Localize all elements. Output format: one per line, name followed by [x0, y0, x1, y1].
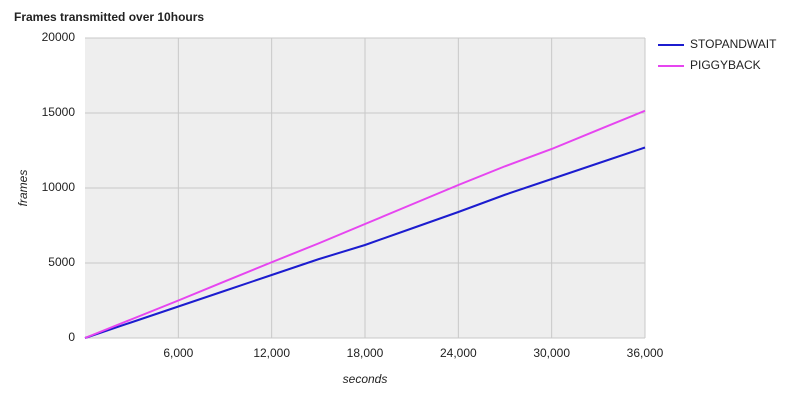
y-tick-label: 0 [68, 330, 75, 344]
x-tick-label: 36,000 [627, 346, 664, 360]
x-tick-label: 12,000 [253, 346, 290, 360]
series-line [84, 146, 646, 339]
x-axis-label: seconds [343, 372, 388, 386]
y-tick-label: 20000 [42, 30, 76, 44]
x-tick-label: 18,000 [347, 346, 384, 360]
y-axis-label: frames [16, 170, 30, 207]
y-tick-label: 10000 [42, 180, 76, 194]
chart-title: Frames transmitted over 10hours [14, 10, 204, 24]
x-tick-label: 24,000 [440, 346, 477, 360]
x-tick-label: 6,000 [163, 346, 193, 360]
legend-label: STOPANDWAIT [690, 37, 777, 51]
legend-label: PIGGYBACK [690, 58, 761, 72]
y-tick-label: 5000 [48, 255, 75, 269]
x-tick-label: 30,000 [533, 346, 570, 360]
y-tick-label: 15000 [42, 105, 76, 119]
series-line [84, 109, 646, 339]
